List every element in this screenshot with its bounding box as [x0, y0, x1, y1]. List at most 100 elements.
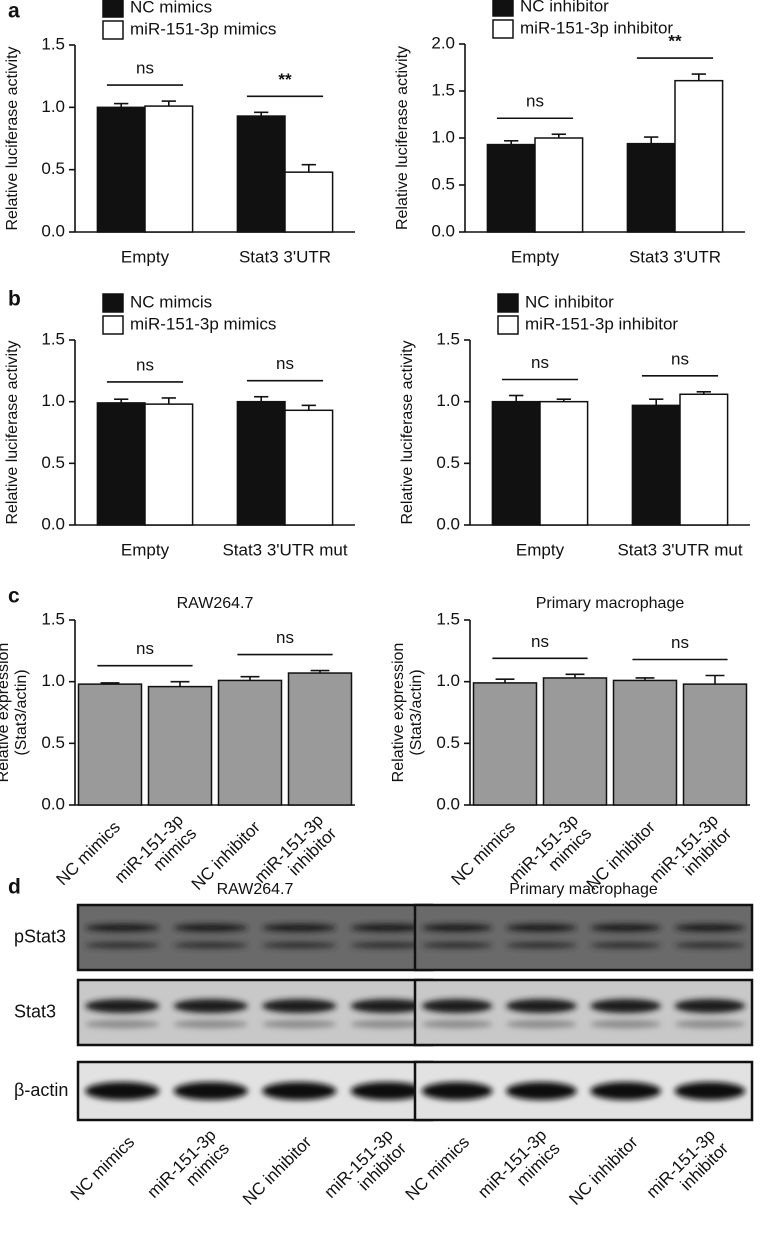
error-bar [495, 678, 515, 683]
legend-swatch [492, 0, 514, 17]
x-tick-label: Stat3 3'UTR mut [222, 540, 347, 559]
x-tick-label: Empty [121, 540, 170, 559]
y-tick-label: 0.0 [41, 794, 65, 813]
x-tick-label: Stat3 3'UTR mut [617, 540, 742, 559]
y-axis-label: Relative expression(Stat3/actin) [0, 643, 30, 783]
lane-label: NC inhibitor [565, 1132, 641, 1208]
x-tick-label: miR-151-3pmimics [111, 811, 200, 900]
blot-band [590, 923, 662, 932]
lane-label: miR-151-3pinhibitor [643, 1126, 733, 1216]
bar [284, 171, 334, 233]
blot-band [421, 999, 493, 1013]
y-tick-label: 0.0 [431, 221, 455, 240]
error-bar [644, 136, 659, 144]
error-bar [114, 102, 129, 108]
blot-band [674, 999, 746, 1013]
blot-band [674, 1082, 746, 1100]
y-tick-label: 0.5 [431, 174, 455, 193]
x-tick-label: Stat3 3'UTR [629, 247, 721, 266]
blot-band [85, 923, 160, 932]
blot-band [350, 1020, 425, 1029]
significance-label: ns [526, 92, 544, 111]
legend-swatch [102, 315, 124, 335]
y-tick-label: 0.5 [41, 159, 65, 178]
legend-label: NC inhibitor [520, 0, 609, 15]
blot-band [350, 942, 425, 949]
blot-band [262, 1020, 337, 1029]
error-bar [254, 111, 269, 117]
blot-band [505, 999, 577, 1013]
y-tick-label: 1.0 [436, 671, 460, 690]
x-tick-label: Empty [516, 540, 565, 559]
bar [674, 79, 724, 233]
y-axis-label: Relative expression(Stat3/actin) [390, 643, 425, 783]
blot-band [262, 942, 337, 949]
y-tick-label: 0.5 [436, 733, 460, 752]
blot-band [590, 1020, 662, 1029]
y-tick-label: 0.5 [41, 733, 65, 752]
y-tick-label: 0.0 [41, 221, 65, 240]
significance-label: ns [276, 628, 294, 647]
bar [486, 143, 536, 233]
y-tick-label: 0.5 [41, 453, 65, 472]
blot-band [350, 1082, 425, 1100]
blot-band [505, 1020, 577, 1029]
bar [77, 683, 143, 806]
blot-band [173, 923, 248, 932]
bar [682, 683, 748, 806]
error-bar [301, 163, 316, 173]
legend-label: NC inhibitor [525, 292, 614, 311]
error-bar [691, 73, 706, 81]
error-bar [705, 674, 725, 685]
blot-band [350, 999, 425, 1013]
y-tick-label: 1.0 [41, 97, 65, 116]
chart-title: RAW264.7 [177, 595, 254, 612]
blot-band [505, 1082, 577, 1100]
legend-swatch [497, 315, 519, 335]
significance-label: ns [671, 349, 689, 368]
blot-band [173, 999, 248, 1013]
y-axis-label: Relative luciferase activity [4, 46, 21, 230]
blot-title: RAW264.7 [217, 881, 294, 898]
y-axis-label: Relative luciferase activity [394, 46, 411, 230]
error-bar [551, 133, 566, 138]
bar [147, 685, 213, 806]
legend-swatch [102, 293, 124, 313]
bar [542, 677, 608, 806]
x-tick-label: miR-151-3pinhibitor [646, 811, 736, 901]
error-bar [301, 404, 316, 411]
y-tick-label: 0.0 [41, 514, 65, 533]
y-tick-label: 1.0 [431, 127, 455, 146]
y-tick-label: 1.5 [41, 34, 65, 53]
legend-label: NC mimcis [130, 292, 212, 311]
blot-band [674, 1020, 746, 1029]
bar [144, 105, 194, 233]
blot-band [421, 923, 493, 932]
bar [472, 682, 538, 806]
panel-label: a [8, 0, 20, 23]
x-tick-label: Empty [511, 247, 560, 266]
x-tick-label: Stat3 3'UTR [239, 247, 331, 266]
x-tick-label: NC mimics [447, 818, 519, 890]
blot-frame [413, 978, 754, 1047]
blot-band [674, 923, 746, 932]
significance-label: ns [136, 59, 154, 78]
bar [631, 404, 681, 526]
panel-label: c [8, 585, 20, 608]
blot-band [262, 923, 337, 932]
error-bar [504, 140, 519, 145]
row-label: Stat3 [14, 1001, 56, 1021]
error-bar [170, 680, 190, 687]
blot-band [505, 923, 577, 932]
bar [236, 115, 286, 233]
blot-band [85, 942, 160, 949]
blot-band [590, 942, 662, 949]
error-bar [556, 398, 571, 402]
blot-title: Primary macrophage [509, 881, 658, 898]
bar [284, 409, 334, 526]
blot-band [85, 1020, 160, 1029]
error-bar [696, 390, 711, 395]
blot-band [173, 1020, 248, 1029]
blot-band [262, 1082, 337, 1100]
blot-band [590, 1082, 662, 1100]
